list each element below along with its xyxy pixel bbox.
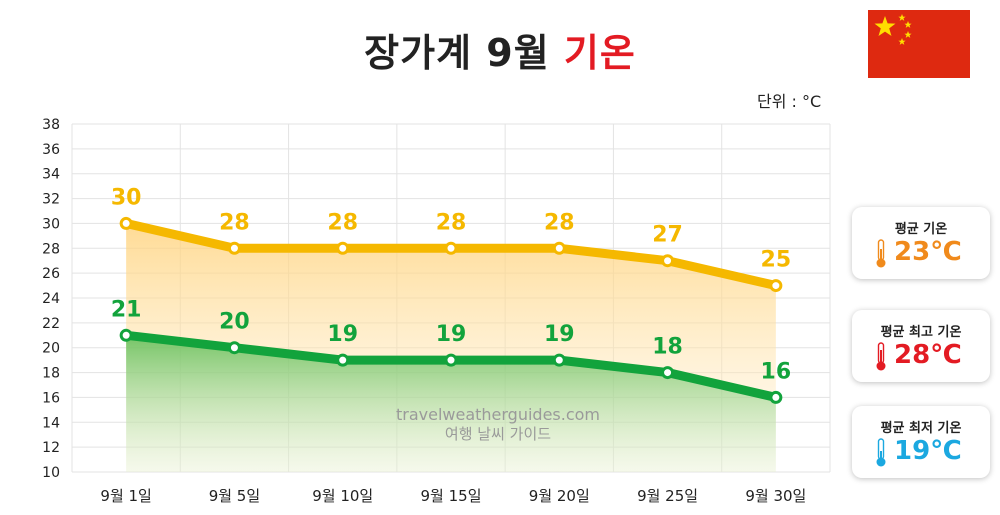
flag-small-star-1 [898, 14, 906, 21]
x-tick-label: 9월 20일 [529, 487, 590, 505]
series-1-data-label: 19 [436, 322, 467, 347]
series-1-point [227, 341, 241, 355]
y-tick-label: 22 [42, 316, 60, 332]
thermometer-icon [876, 239, 886, 268]
y-tick-label: 16 [42, 390, 60, 406]
x-tick-label: 9월 25일 [637, 487, 698, 505]
x-tick-label: 9월 5일 [209, 487, 260, 505]
series-1-data-label: 19 [327, 322, 358, 347]
flag-small-star-3 [904, 31, 912, 38]
series-0-point [444, 241, 458, 255]
series-0-data-label: 30 [111, 185, 142, 210]
series-0-data-label: 28 [327, 210, 358, 235]
series-0-point [336, 241, 350, 255]
series-0-point [769, 279, 783, 293]
avg-temp-card: 평균 기온 23℃ [852, 207, 990, 279]
y-tick-label: 38 [42, 117, 60, 133]
y-tick-label: 30 [42, 216, 60, 232]
y-tick-label: 18 [42, 366, 60, 382]
flag-small-star-4 [898, 38, 906, 45]
series-1-data-label: 18 [652, 335, 683, 360]
series-1-data-label: 21 [111, 297, 142, 322]
avg-max-temp-label: 평균 최고 기온 [880, 325, 962, 340]
avg-min-temp-card: 평균 최저 기온 19℃ [852, 406, 990, 478]
title-highlight: 기온 [563, 31, 636, 75]
series-0-data-label: 28 [544, 210, 575, 235]
watermark-line-2: 여행 날씨 가이드 [445, 425, 551, 443]
y-tick-label: 36 [42, 142, 60, 158]
x-tick-label: 9월 10일 [312, 487, 373, 505]
china-flag-icon [868, 10, 970, 78]
y-tick-label: 28 [42, 241, 60, 257]
series-1-point [119, 328, 133, 342]
series-0-point [227, 241, 241, 255]
y-tick-label: 24 [42, 291, 60, 307]
series-0-data-label: 28 [219, 210, 250, 235]
series-1-data-label: 19 [544, 322, 575, 347]
series-1-point [444, 353, 458, 367]
y-tick-label: 12 [42, 440, 60, 456]
series-0-point [119, 216, 133, 230]
avg-min-temp-label: 평균 최저 기온 [880, 421, 962, 436]
y-tick-label: 26 [42, 266, 60, 282]
flag-big-star [874, 16, 896, 36]
watermark-line-1: travelweatherguides.com [396, 405, 600, 424]
avg-temp-value: 23℃ [894, 237, 962, 267]
series-1-data-label: 20 [219, 310, 250, 335]
series-1-point [336, 353, 350, 367]
page-title: 장가계 9월 기온 [0, 22, 1000, 77]
y-tick-label: 20 [42, 341, 60, 357]
y-tick-label: 14 [42, 415, 60, 431]
avg-min-temp-value: 19℃ [894, 436, 962, 466]
series-0-point [661, 254, 675, 268]
x-tick-label: 9월 30일 [745, 487, 806, 505]
unit-label: 단위 : °C [757, 92, 822, 111]
thermometer-icon [876, 342, 886, 371]
series-1-data-label: 16 [761, 359, 792, 384]
series-0-data-label: 27 [652, 223, 683, 248]
series-1-point [552, 353, 566, 367]
thermometer-icon [876, 438, 886, 467]
series-0-data-label: 25 [761, 248, 792, 273]
x-tick-label: 9월 1일 [100, 487, 151, 505]
flag-small-star-2 [904, 21, 912, 28]
line-layer [119, 216, 783, 404]
y-tick-label: 10 [42, 465, 60, 481]
label-layer: 30 28 28 28 28 27 25 21 20 19 19 19 18 16 [111, 185, 791, 384]
x-tick-label: 9월 15일 [421, 487, 482, 505]
series-1-point [661, 366, 675, 380]
title-prefix: 장가계 9월 [364, 31, 550, 75]
avg-max-temp-value: 28℃ [894, 340, 962, 370]
series-0-point [552, 241, 566, 255]
series-1-point [769, 390, 783, 404]
y-tick-label: 34 [42, 167, 60, 183]
avg-temp-label: 평균 기온 [894, 222, 948, 237]
series-0-data-label: 28 [436, 210, 467, 235]
y-tick-label: 32 [42, 192, 60, 208]
avg-max-temp-card: 평균 최고 기온 28℃ [852, 310, 990, 382]
